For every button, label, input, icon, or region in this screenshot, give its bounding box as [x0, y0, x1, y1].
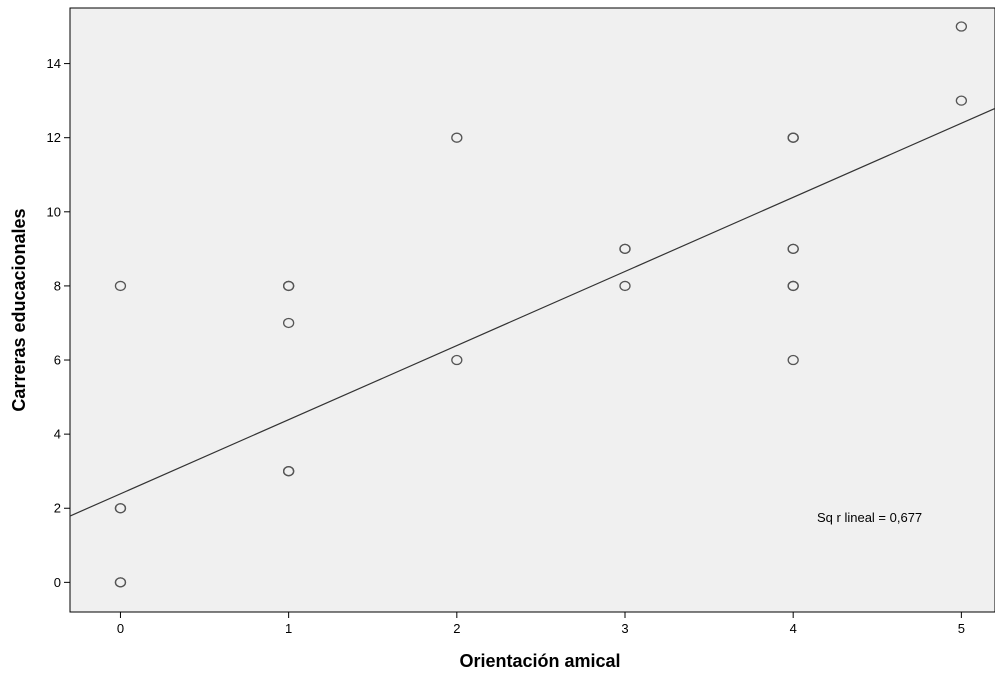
data-point [114, 280, 127, 292]
data-point [955, 95, 968, 106]
x-tick-label: 1 [285, 621, 292, 636]
fit-line [69, 107, 995, 517]
y-tick-label: 6 [54, 353, 61, 368]
data-point [787, 280, 799, 292]
data-point [282, 280, 295, 292]
data-point [787, 354, 799, 366]
x-tick-label: 2 [453, 621, 460, 636]
points-group [114, 21, 968, 588]
y-axis-title: Carreras educacionales [9, 208, 29, 411]
fit-line-group [69, 107, 995, 517]
y-tick-label: 8 [54, 278, 61, 293]
data-point [619, 280, 631, 292]
y-tick-label: 14 [47, 56, 61, 71]
data-point [451, 132, 463, 143]
data-point [114, 503, 127, 514]
y-tick-label: 0 [54, 575, 61, 590]
data-point [787, 243, 799, 255]
data-point [282, 466, 295, 477]
data-point [451, 354, 463, 366]
data-point [619, 243, 631, 255]
x-tick-label: 4 [790, 621, 797, 636]
plot-area [69, 7, 995, 613]
x-tick-label: 5 [958, 621, 965, 636]
data-point [114, 577, 127, 588]
x-tick-label: 0 [117, 621, 124, 636]
x-axis-title: Orientación amical [459, 651, 620, 671]
y-tick-label: 10 [47, 204, 61, 219]
y-tick-label: 2 [54, 501, 61, 516]
data-point [955, 21, 968, 32]
data-point [787, 132, 799, 143]
y-tick-label: 12 [47, 130, 61, 145]
data-point [282, 317, 295, 329]
r-squared-annotation: Sq r lineal = 0,677 [817, 510, 922, 525]
y-tick-label: 4 [54, 427, 61, 442]
y-axis: 0 2 4 6 8 10 12 14 [47, 56, 70, 590]
x-axis: 0 1 2 3 4 5 [117, 612, 965, 636]
x-tick-label: 3 [621, 621, 628, 636]
